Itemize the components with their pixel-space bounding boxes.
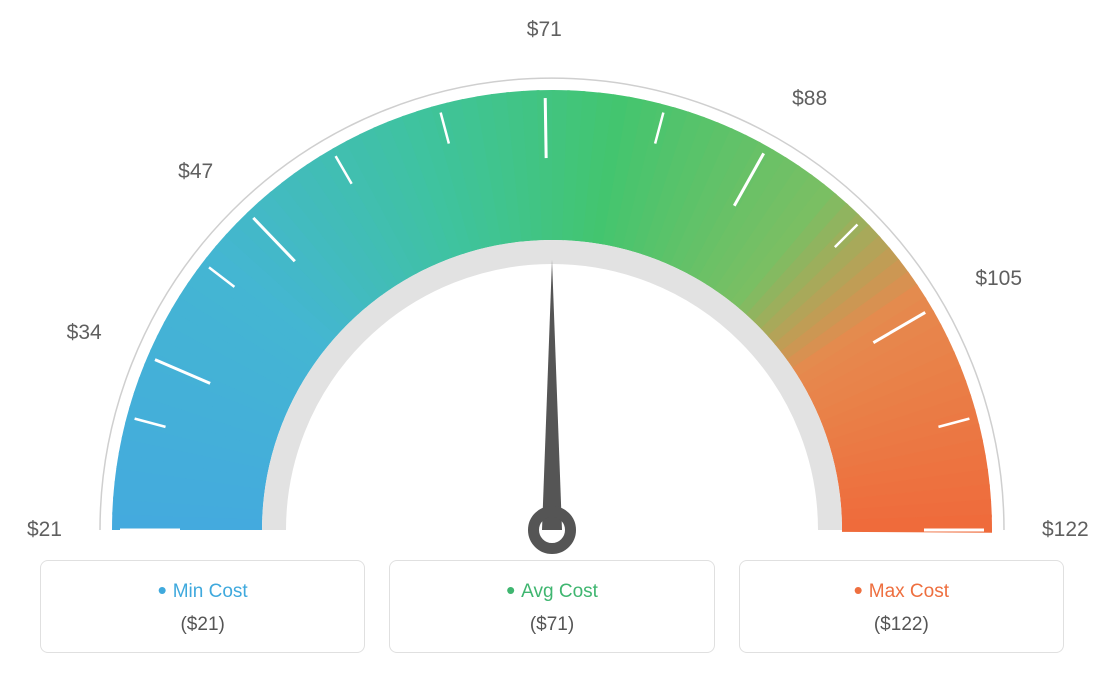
legend-row: Min Cost ($21) Avg Cost ($71) Max Cost (… — [0, 560, 1104, 653]
svg-text:$47: $47 — [178, 160, 213, 183]
svg-text:$71: $71 — [527, 18, 562, 41]
svg-text:$88: $88 — [792, 87, 827, 110]
legend-avg-value: ($71) — [390, 614, 713, 636]
legend-avg-box: Avg Cost ($71) — [389, 560, 714, 653]
svg-text:$34: $34 — [67, 321, 102, 344]
legend-max-label: Max Cost — [740, 575, 1063, 606]
gauge-chart: $21 $34 $47 $71 $88 $105 $122 — [0, 0, 1104, 560]
svg-text:$21: $21 — [27, 518, 62, 541]
legend-min-label: Min Cost — [41, 575, 364, 606]
legend-max-box: Max Cost ($122) — [739, 560, 1064, 653]
svg-text:$105: $105 — [975, 267, 1022, 290]
legend-min-value: ($21) — [41, 614, 364, 636]
legend-min-box: Min Cost ($21) — [40, 560, 365, 653]
legend-avg-label: Avg Cost — [390, 575, 713, 606]
svg-text:$122: $122 — [1042, 518, 1089, 541]
gauge-svg: $21 $34 $47 $71 $88 $105 $122 — [0, 0, 1104, 560]
legend-max-value: ($122) — [740, 614, 1063, 636]
